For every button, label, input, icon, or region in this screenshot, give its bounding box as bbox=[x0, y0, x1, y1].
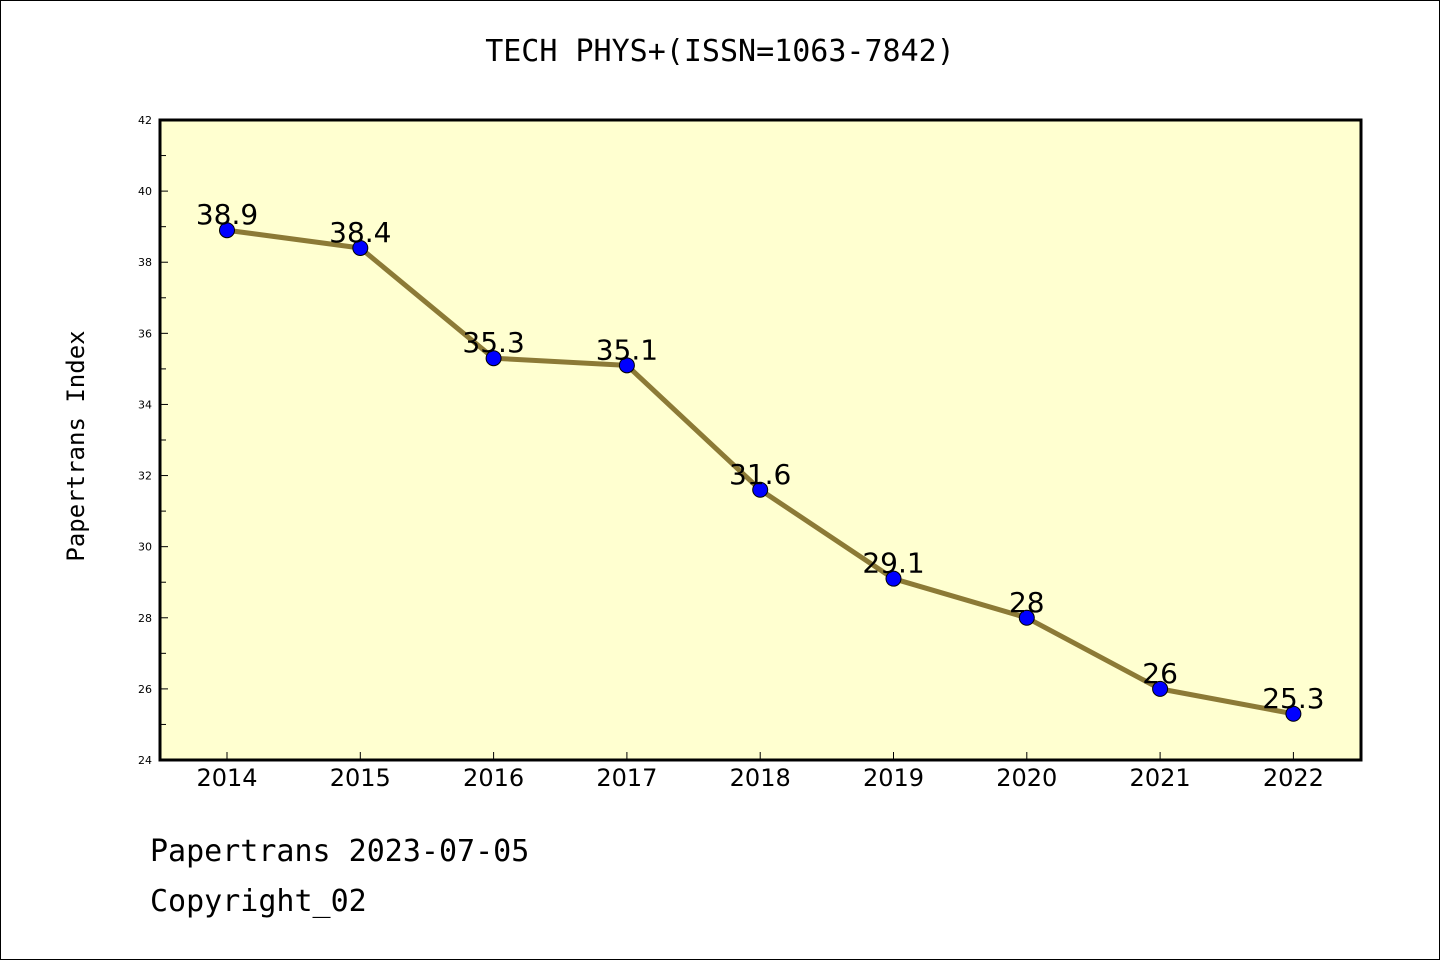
data-label: 29.1 bbox=[862, 547, 924, 580]
data-point bbox=[885, 570, 902, 587]
x-tick-label: 2018 bbox=[730, 764, 791, 792]
data-label: 28 bbox=[1009, 586, 1045, 619]
x-tick-label: 2020 bbox=[996, 764, 1057, 792]
y-tick-label: 42 bbox=[138, 114, 152, 127]
chart-title: TECH PHYS+(ISSN=1063-7842) bbox=[485, 34, 955, 69]
y-tick-label: 34 bbox=[138, 398, 152, 411]
data-point bbox=[485, 350, 502, 367]
footer-date: Papertrans 2023-07-05 bbox=[150, 834, 530, 869]
plot-area bbox=[158, 118, 1363, 762]
y-tick-label: 40 bbox=[138, 185, 152, 198]
footer-copyright: Copyright_02 bbox=[150, 884, 367, 919]
x-tick-label: 2021 bbox=[1130, 764, 1191, 792]
data-label: 35.1 bbox=[596, 333, 658, 366]
data-label: 38.4 bbox=[329, 216, 391, 249]
x-tick-label: 2019 bbox=[863, 764, 924, 792]
data-point bbox=[1285, 705, 1302, 722]
y-tick-label: 28 bbox=[138, 612, 152, 625]
data-point bbox=[219, 222, 235, 239]
x-tick-label: 2017 bbox=[596, 764, 657, 792]
y-tick-label: 38 bbox=[138, 256, 152, 269]
x-tick-label: 2022 bbox=[1263, 764, 1324, 792]
x-tick-label: 2016 bbox=[463, 764, 524, 792]
data-label: 38.9 bbox=[196, 198, 258, 231]
data-label: 25.3 bbox=[1262, 682, 1324, 715]
y-tick-label: 32 bbox=[138, 470, 152, 483]
y-tick-label: 36 bbox=[138, 327, 152, 340]
data-label: 31.6 bbox=[729, 458, 791, 491]
data-point bbox=[618, 357, 635, 374]
data-point bbox=[752, 481, 769, 498]
data-point bbox=[352, 240, 369, 256]
data-label: 35.3 bbox=[462, 326, 524, 359]
y-tick-label: 26 bbox=[138, 683, 152, 696]
x-tick-label: 2015 bbox=[330, 764, 391, 792]
data-label: 26 bbox=[1142, 657, 1178, 690]
data-point bbox=[1018, 609, 1035, 626]
y-tick-label: 30 bbox=[138, 541, 152, 554]
data-point bbox=[1152, 680, 1169, 697]
y-tick-label: 24 bbox=[138, 754, 152, 767]
x-tick-label: 2014 bbox=[196, 764, 257, 792]
